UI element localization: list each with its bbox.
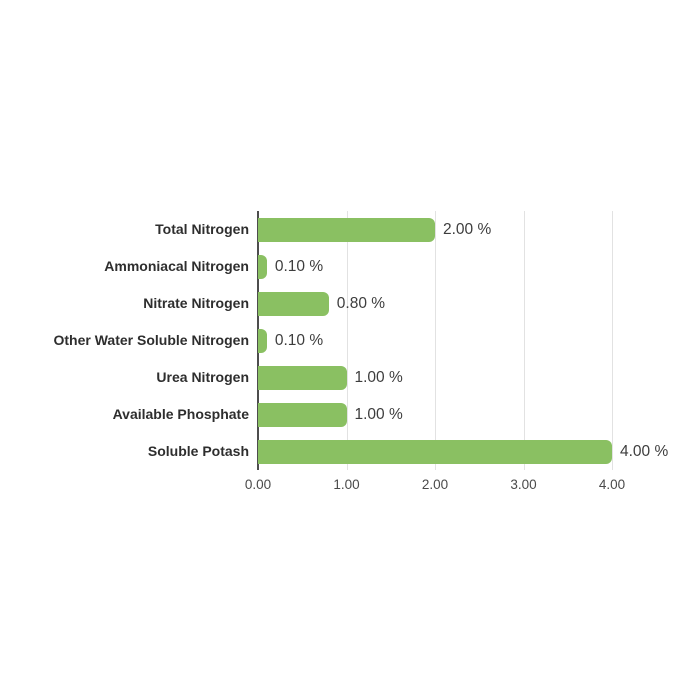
chart-row: Total Nitrogen 2.00 % [40, 211, 660, 248]
bar-track: 0.10 % [258, 248, 660, 285]
bar [258, 254, 267, 279]
chart-row: Available Phosphate 1.00 % [40, 396, 660, 433]
x-tick-label: 3.00 [510, 477, 537, 492]
x-axis: 0.00 1.00 2.00 3.00 4.00 [40, 470, 660, 498]
chart-row: Nitrate Nitrogen 0.80 % [40, 285, 660, 322]
chart-row: Ammoniacal Nitrogen 0.10 % [40, 248, 660, 285]
gridline-4 [612, 211, 613, 470]
x-tick-label: 2.00 [421, 477, 449, 492]
value-label: 2.00 % [443, 221, 492, 238]
x-tick-label: 0.00 [244, 477, 272, 492]
bar-track: 1.00 % [258, 359, 660, 396]
bar [258, 217, 435, 242]
chart-row: Soluble Potash 4.00 % [40, 433, 668, 470]
category-label: Total Nitrogen [155, 221, 249, 237]
chart-row: Urea Nitrogen 1.00 % [40, 359, 660, 396]
plot-area: Total Nitrogen 2.00 % Ammoniacal Nitrogen 0… [40, 211, 668, 470]
bar [258, 291, 329, 316]
bar-track: 0.10 % [258, 322, 660, 359]
category-label: Nitrate Nitrogen [143, 295, 249, 311]
x-tick-label: 4.00 [598, 477, 626, 492]
gridline-2 [435, 211, 436, 470]
value-label: 1.00 % [354, 369, 403, 386]
value-label: 0.10 % [274, 258, 324, 275]
value-label: 4.00 % [620, 443, 669, 460]
bar [258, 365, 347, 390]
category-label: Urea Nitrogen [156, 369, 249, 385]
category-label: Available Phosphate [112, 406, 249, 422]
value-label: 1.00 % [354, 406, 403, 423]
gridline-1 [346, 211, 348, 470]
bar [258, 402, 347, 427]
category-label: Ammoniacal Nitrogen [104, 258, 249, 274]
value-label: 0.80 % [336, 295, 386, 312]
bar [258, 439, 612, 464]
bar-track: 0.80 % [258, 285, 660, 322]
bar-track: 2.00 % [258, 211, 660, 248]
bar [258, 328, 267, 353]
bar-chart: Total Nitrogen 2.00 % Ammoniacal Nitrogen 0… [40, 211, 668, 498]
x-tick-label: 1.00 [333, 477, 360, 492]
value-label: 0.10 % [274, 332, 324, 349]
bar-track: 4.00 % [258, 433, 668, 470]
chart-row: Other Water Soluble Nitrogen 0.10 % [40, 322, 660, 359]
gridline-3 [523, 211, 525, 470]
category-label: Soluble Potash [147, 443, 249, 459]
bar-track: 1.00 % [258, 396, 660, 433]
category-label: Other Water Soluble Nitrogen [53, 332, 250, 348]
